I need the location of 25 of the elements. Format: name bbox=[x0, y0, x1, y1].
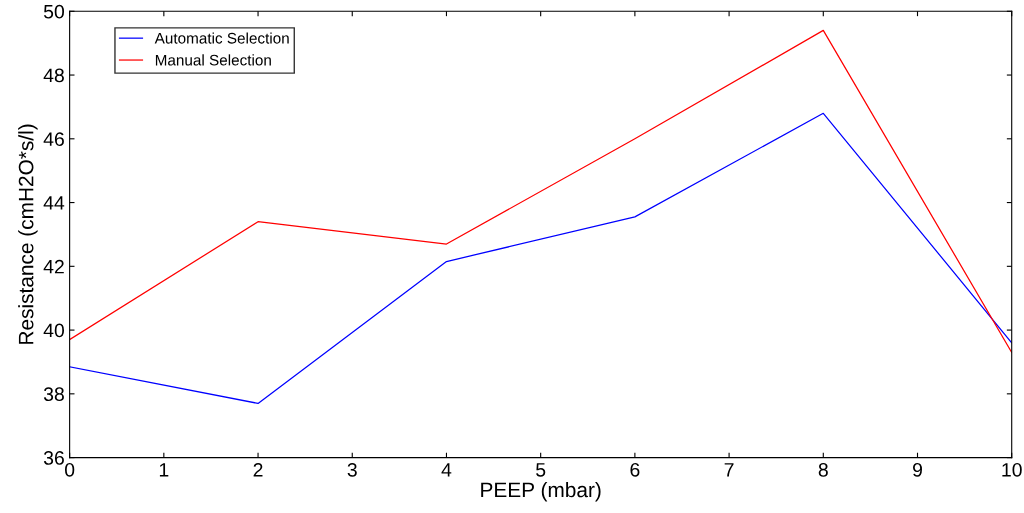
x-tick-label: 1 bbox=[159, 463, 169, 477]
line-series bbox=[69, 112, 1012, 405]
y-tick-label: 50 bbox=[43, 4, 65, 19]
x-axis-title: PEEP (mbar) bbox=[481, 481, 601, 502]
x-tick-label: 6 bbox=[630, 462, 640, 477]
y-tick-label: 38 bbox=[43, 387, 64, 402]
x-tick-label: 0 bbox=[64, 462, 75, 477]
x-tick-label: 10 bbox=[1002, 462, 1022, 477]
y-tick-label: 46 bbox=[43, 132, 64, 147]
x-tick-label: 8 bbox=[818, 462, 828, 477]
line-series bbox=[69, 29, 1012, 354]
x-tick-label: 5 bbox=[536, 463, 546, 477]
y-tick-label: 40 bbox=[43, 323, 65, 338]
legend-label: Automatic Selection bbox=[154, 32, 289, 44]
x-tick-label: 9 bbox=[913, 462, 922, 477]
y-axis-title: Resistance (cmH2O*s/l) bbox=[18, 124, 38, 344]
x-tick-label: 3 bbox=[347, 462, 357, 477]
x-tick-label: 2 bbox=[253, 462, 263, 477]
x-tick-label: 4 bbox=[441, 463, 452, 477]
y-tick-label: 44 bbox=[43, 196, 65, 210]
y-tick-label: 48 bbox=[43, 68, 64, 83]
x-tick-label: 7 bbox=[724, 463, 734, 477]
y-tick-label: 42 bbox=[43, 259, 64, 274]
y-tick-label: 36 bbox=[43, 451, 64, 465]
legend-label: Manual Selection bbox=[155, 54, 271, 66]
